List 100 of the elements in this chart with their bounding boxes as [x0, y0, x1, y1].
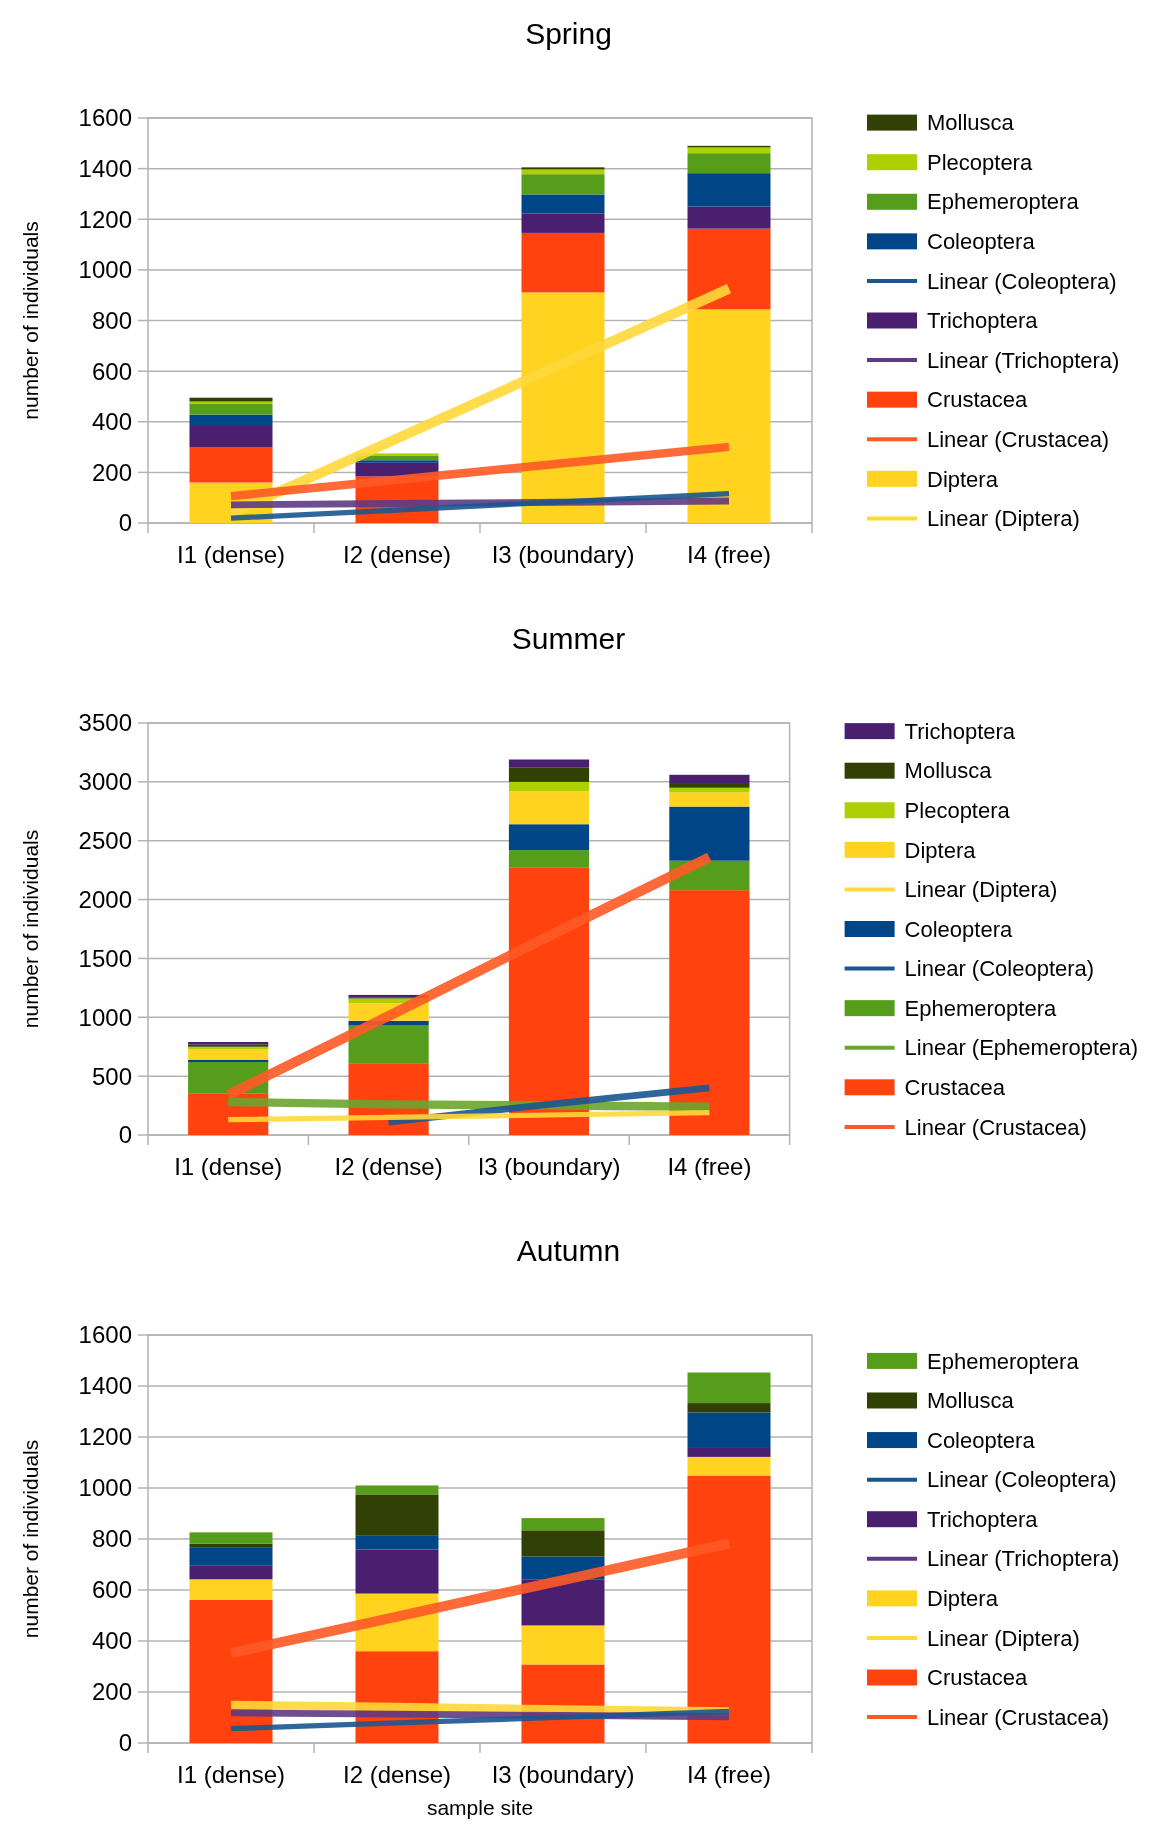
bar — [521, 232, 605, 293]
legend-label: Linear (Diptera) — [927, 1625, 1080, 1651]
bar — [669, 890, 750, 1135]
x-tick-label: I2 (dense) — [342, 541, 452, 568]
bar — [521, 174, 605, 195]
legend-label: Linear (Trichoptera) — [927, 347, 1120, 373]
bar — [355, 1494, 439, 1536]
legend-label: Linear (Trichoptera) — [927, 1546, 1120, 1572]
y-tick-label: 200 — [91, 1678, 132, 1706]
bar — [355, 460, 439, 463]
x-tick-label: I1 (dense) — [176, 1761, 286, 1788]
y-tick-label: 800 — [91, 1525, 132, 1553]
y-tick-label: 400 — [91, 408, 132, 436]
bar — [508, 824, 590, 851]
y-tick-label: 1000 — [78, 1003, 132, 1031]
bar — [348, 1025, 429, 1064]
legend-label: Coleoptera — [904, 916, 1013, 942]
bar — [189, 1565, 273, 1580]
y-tick-label: 400 — [91, 1627, 132, 1655]
legend-label: Coleoptera — [927, 1427, 1036, 1453]
bar — [189, 1547, 273, 1566]
legend-label: Linear (Coleoptera) — [904, 956, 1095, 982]
legend-label: Trichoptera — [904, 718, 1016, 744]
legend-label: Linear (Ephemeroptera) — [904, 1035, 1139, 1061]
bar — [669, 806, 750, 861]
y-tick-label: 1600 — [78, 104, 132, 132]
bar — [355, 1535, 439, 1550]
bar — [687, 206, 771, 229]
legend-label: Diptera — [927, 466, 999, 492]
legend-label: Linear (Crustacea) — [927, 1704, 1110, 1730]
legend-label: Mollusca — [927, 110, 1015, 136]
y-tick-label: 800 — [91, 306, 132, 334]
bar — [189, 414, 273, 426]
bar — [355, 1485, 439, 1495]
bar — [687, 1456, 771, 1476]
bar — [687, 1475, 771, 1744]
legend-label: Linear (Diptera) — [927, 506, 1080, 532]
bar — [189, 397, 273, 402]
legend-label: Crustacea — [904, 1075, 1006, 1100]
bar — [687, 1412, 771, 1448]
legend-label: Linear (Crustacea) — [904, 1114, 1087, 1140]
bar — [189, 447, 273, 483]
legend-label: Diptera — [904, 837, 977, 863]
y-tick-label: 0 — [118, 1121, 132, 1149]
y-tick-label: 600 — [91, 357, 132, 385]
y-axis-title: number of individuals — [19, 1439, 42, 1639]
x-tick-label: I3 (boundary) — [491, 1761, 635, 1788]
legend-label: Linear (Coleoptera) — [927, 268, 1117, 294]
bar — [188, 1049, 269, 1060]
x-tick-label: I2 (dense) — [342, 1761, 452, 1788]
y-tick-label: 3000 — [78, 768, 132, 796]
y-tick-label: 2000 — [78, 885, 132, 913]
bar — [508, 791, 590, 825]
bar — [687, 153, 771, 174]
bar — [687, 228, 771, 310]
y-tick-label: 1500 — [78, 944, 132, 972]
y-tick-label: 600 — [91, 1576, 132, 1604]
bar — [189, 1532, 273, 1544]
bar — [687, 147, 771, 154]
bar — [687, 1372, 771, 1404]
bar — [687, 309, 771, 523]
bar — [669, 792, 750, 807]
legend-label: Linear (Crustacea) — [927, 426, 1110, 452]
bar — [521, 1530, 605, 1557]
bar — [189, 425, 273, 448]
bar — [508, 850, 590, 868]
bar — [521, 167, 605, 170]
bar — [508, 759, 590, 768]
bar — [355, 1549, 439, 1594]
y-tick-label: 0 — [118, 1729, 132, 1757]
legend-label: Ephemeroptera — [904, 995, 1058, 1021]
y-tick-label: 1600 — [78, 1321, 132, 1349]
legend-label: Trichoptera — [927, 1506, 1039, 1532]
legend-label: Crustacea — [927, 387, 1029, 413]
y-tick-label: 1200 — [78, 205, 132, 233]
y-tick-label: 3500 — [78, 709, 132, 737]
y-axis-title: number of individuals — [19, 829, 42, 1029]
x-tick-label: I4 (free) — [686, 541, 772, 568]
bar — [508, 767, 590, 782]
bar — [508, 781, 590, 792]
legend-label: Ephemeroptera — [927, 1348, 1080, 1374]
legend-label: Linear (Coleoptera) — [927, 1467, 1117, 1493]
chart-title: Spring — [525, 17, 612, 50]
bar — [521, 194, 605, 214]
legend-label: Crustacea — [927, 1665, 1029, 1691]
x-tick-label: I3 (boundary) — [477, 1153, 621, 1180]
y-tick-label: 500 — [91, 1062, 132, 1090]
legend-label: Plecoptera — [904, 797, 1011, 823]
legend-label: Mollusca — [927, 1388, 1015, 1414]
bar — [669, 783, 750, 788]
x-tick-label: I4 (free) — [686, 1761, 772, 1788]
bar — [189, 401, 273, 404]
x-tick-label: I3 (boundary) — [491, 541, 635, 568]
legend-label: Linear (Diptera) — [904, 877, 1058, 903]
x-tick-label: I2 (dense) — [334, 1153, 443, 1180]
legend-label: Trichoptera — [927, 308, 1039, 334]
y-tick-label: 1400 — [78, 155, 132, 183]
legend-label: Ephemeroptera — [927, 189, 1080, 215]
bar — [687, 1447, 771, 1457]
bar — [521, 1625, 605, 1665]
